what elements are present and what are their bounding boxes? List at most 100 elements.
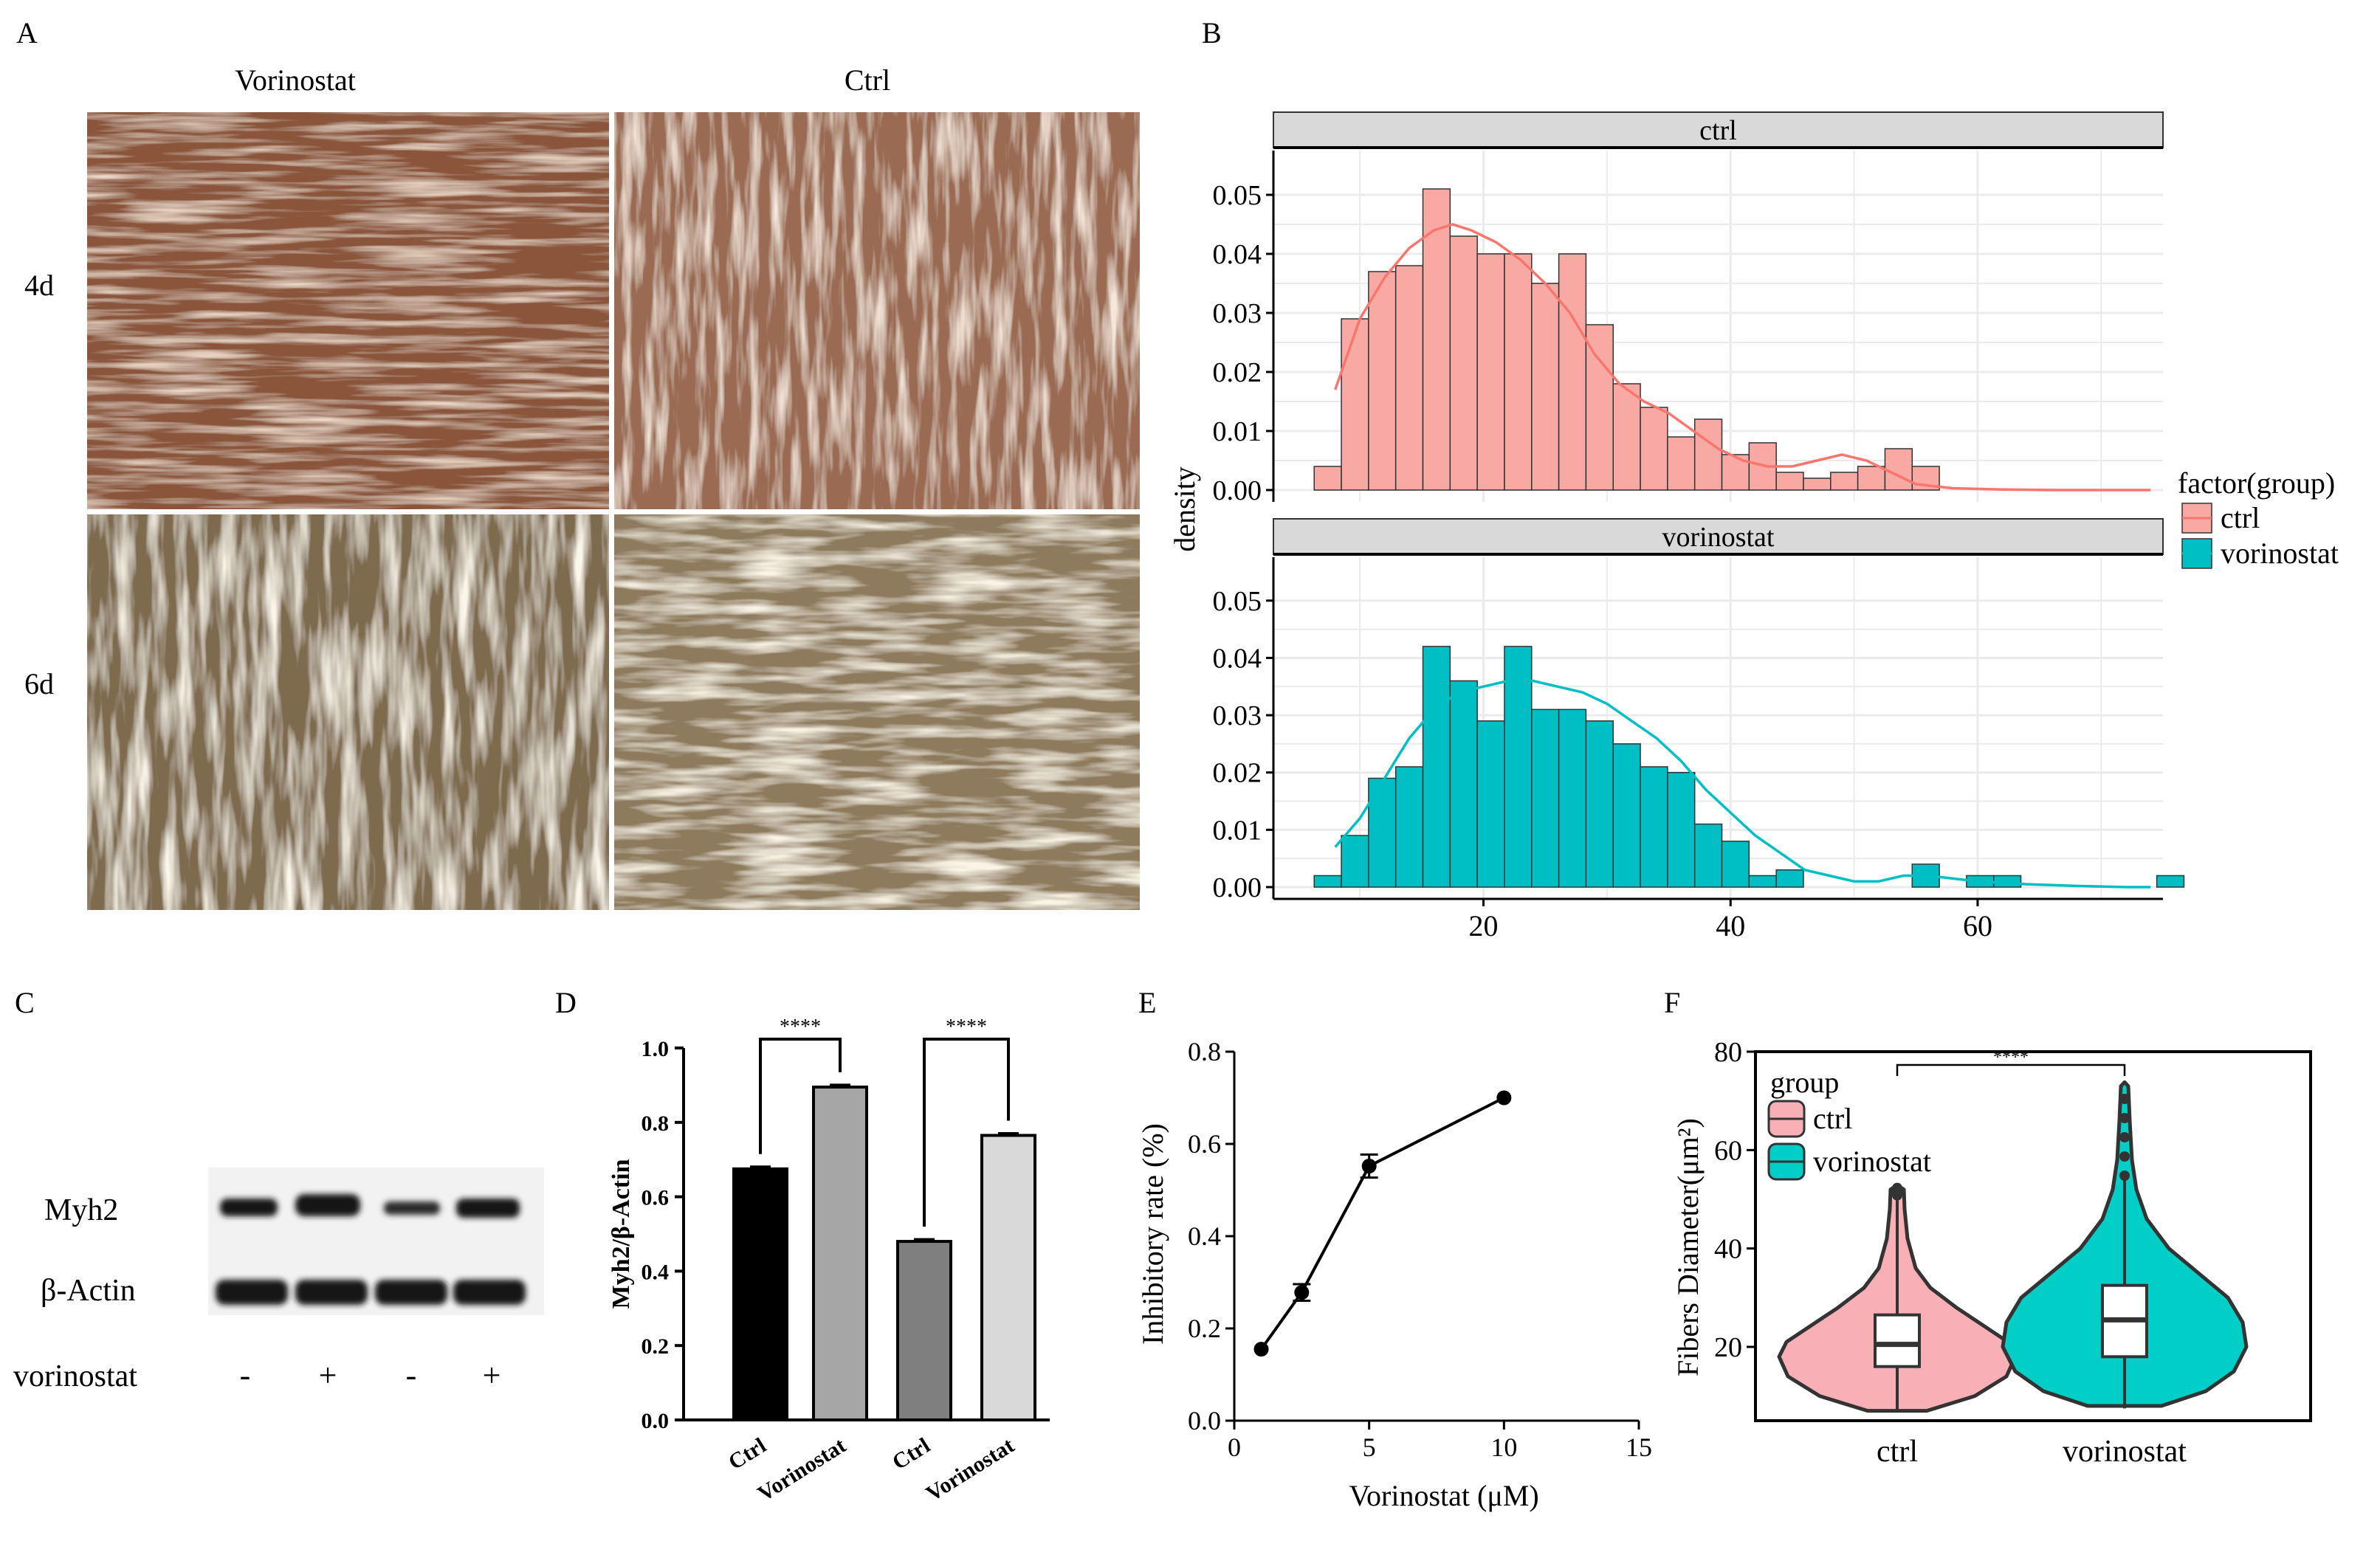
y-tick-label: 20 — [1714, 1332, 1742, 1363]
x-tick-label: Ctrl — [888, 1433, 935, 1475]
y-axis-title: Fibers Diameter(μm²) — [1671, 1118, 1705, 1376]
outlier-point — [2119, 1113, 2130, 1123]
x-tick-label: Ctrl — [724, 1433, 771, 1475]
micrograph-ctrl-6d — [614, 514, 1140, 910]
y-tick-label: 80 — [1714, 1037, 1742, 1068]
significance-bracket — [759, 1038, 842, 1154]
histogram-bar — [1341, 318, 1369, 491]
histogram-bar — [1449, 235, 1478, 491]
y-tick-label: 0.02 — [1213, 357, 1262, 388]
x-tick-label: 40 — [1716, 909, 1745, 942]
histogram-bar — [1640, 407, 1668, 491]
lane-sign-4: + — [483, 1357, 501, 1393]
y-axis-title: Myh2/β-Actin — [608, 1159, 635, 1309]
y-tick-label: 0.6 — [642, 1186, 670, 1210]
histogram-bar — [1313, 875, 1342, 888]
outlier-point — [2119, 1151, 2130, 1162]
panel-b-histogram: ctrl 0.00 0.01 0.02 0.03 0.04 0.05 vorinostat 0.… — [1168, 111, 2339, 942]
y-tick-label: 0.05 — [1213, 586, 1262, 617]
x-tick-label: ctrl — [1877, 1435, 1918, 1469]
histogram-bar — [1558, 253, 1587, 491]
y-tick-label: 0.8 — [1188, 1037, 1221, 1066]
y-tick-label: 0.04 — [1213, 643, 1262, 674]
data-point — [1496, 1090, 1512, 1106]
histogram-bar — [1341, 835, 1369, 888]
y-tick-label: 0.00 — [1213, 872, 1262, 903]
series-line — [1259, 1096, 1505, 1351]
outlier-point — [1892, 1182, 1902, 1193]
panel-label-e: E — [1138, 986, 1156, 1019]
panel-label-f: F — [1664, 986, 1680, 1019]
histogram-bar — [1775, 869, 1804, 888]
histogram-bar — [1748, 875, 1777, 888]
histogram-bar — [1612, 743, 1641, 888]
histogram-bar — [1504, 253, 1533, 491]
x-tick-label: 15 — [1626, 1432, 1652, 1462]
legend-entry: ctrl — [1813, 1102, 1852, 1135]
y-tick-label: 40 — [1714, 1234, 1742, 1265]
significance-bracket — [923, 1038, 1010, 1227]
bar — [812, 1085, 868, 1422]
y-tick-label: 0.01 — [1213, 416, 1262, 447]
y-tick-label: 0.8 — [642, 1111, 670, 1136]
outlier-point — [2119, 1170, 2130, 1181]
panel-a-row-label-1: 4d — [24, 269, 54, 302]
micrograph-ctrl-4d — [614, 112, 1140, 509]
lane-sign-3: - — [406, 1357, 417, 1393]
band-label-beta-actin: β-Actin — [41, 1274, 136, 1308]
facet-title: vorinostat — [1662, 522, 1775, 553]
y-tick-label: 0.01 — [1213, 815, 1262, 846]
x-tick-label: 20 — [1469, 909, 1499, 942]
facet-title: ctrl — [1699, 115, 1737, 146]
histogram-bar — [1693, 418, 1723, 491]
x-tick-label: 5 — [1363, 1432, 1376, 1462]
lane-sign-1: - — [240, 1357, 251, 1393]
y-tick-label: 0.03 — [1213, 298, 1262, 329]
panel-label-b: B — [1202, 16, 1222, 49]
panel-a-col-title-1: Vorinostat — [235, 63, 356, 97]
legend-entry: ctrl — [2221, 501, 2260, 534]
treatment-label: vorinostat — [13, 1359, 137, 1393]
histogram-bar — [1422, 188, 1451, 491]
significance-label: **** — [946, 1016, 987, 1038]
facet-strip — [1273, 111, 2164, 148]
histogram-bar — [1313, 466, 1342, 491]
bar — [896, 1240, 952, 1421]
y-tick-label: 1.0 — [642, 1037, 670, 1061]
y-tick-label: 0.2 — [642, 1334, 670, 1359]
y-tick-label: 0.05 — [1213, 180, 1262, 211]
histogram-bar — [1667, 771, 1696, 888]
histogram-bar — [1422, 646, 1451, 888]
data-point — [1361, 1159, 1377, 1173]
data-point — [1253, 1342, 1269, 1357]
panel-e-line-chart: 0.0 0.2 0.4 0.6 0.8 0 5 10 15 Vorinostat (μM) Inhi… — [1136, 1037, 1652, 1512]
histogram-bar — [1585, 720, 1614, 888]
data-point — [1294, 1285, 1310, 1300]
y-tick-label: 0.02 — [1213, 758, 1262, 789]
histogram-bar — [1803, 477, 1832, 491]
x-tick-label: Vorinostat — [754, 1433, 850, 1506]
histogram-bar — [1476, 720, 1505, 888]
y-tick-label: 0.00 — [1213, 475, 1262, 506]
y-tick-label: 0.0 — [1188, 1406, 1221, 1435]
panel-label-d: D — [555, 986, 577, 1019]
lane-sign-2: + — [319, 1357, 337, 1393]
band-label-myh2: Myh2 — [44, 1193, 118, 1227]
panel-a-col-title-2: Ctrl — [845, 63, 890, 97]
legend-entry: vorinostat — [2221, 537, 2339, 570]
histogram-bar — [1612, 383, 1641, 491]
y-tick-label: 0.4 — [1188, 1221, 1221, 1251]
histogram-bar — [1368, 777, 1397, 888]
significance-bracket — [1896, 1063, 2126, 1076]
histogram-bar — [1585, 324, 1614, 491]
histogram-bar — [1449, 680, 1478, 888]
micrograph-vorinostat-6d — [87, 514, 609, 910]
y-tick-label: 60 — [1714, 1135, 1742, 1166]
x-tick-label: Vorinostat — [922, 1433, 1019, 1506]
legend-title: group — [1770, 1066, 1839, 1099]
histogram-bar — [1531, 708, 1560, 888]
y-tick-label: 0.03 — [1213, 700, 1262, 731]
y-tick-label: 0.2 — [1188, 1314, 1221, 1343]
histogram-bar — [1775, 472, 1804, 491]
